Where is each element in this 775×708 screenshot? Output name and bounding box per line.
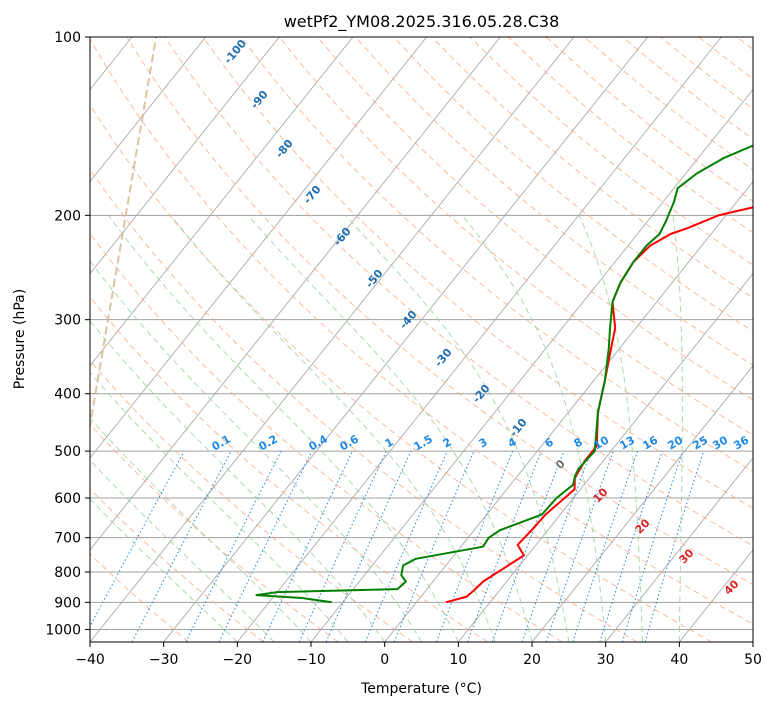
isotherm-line	[90, 37, 427, 459]
plot-frame	[89, 36, 754, 643]
series-layer	[255, 144, 753, 604]
y-tick-label: 500	[54, 444, 81, 460]
mixing-ratio-line	[185, 450, 282, 642]
moist-adiabat	[90, 320, 386, 642]
y-tick-label: 600	[54, 491, 81, 507]
dry-adiabat	[90, 232, 563, 642]
x-tick-label: −30	[149, 652, 179, 668]
isotherm-line	[163, 37, 648, 642]
y-axis: 100 200 300 400 500 600 700 800 900 1000	[45, 30, 90, 638]
mixing-ratio-line	[491, 450, 565, 642]
isotherm-line	[90, 37, 354, 367]
isotherm-line	[384, 180, 753, 642]
x-tick-label: −10	[296, 652, 326, 668]
dry-adiabat	[90, 553, 190, 642]
y-tick-label: 700	[54, 531, 81, 547]
dewpoint-profile-line	[255, 144, 753, 604]
dry-adiabat	[90, 423, 339, 642]
dry-adiabat	[202, 37, 753, 509]
dry-adiabat	[90, 359, 414, 642]
isotherm-line	[90, 37, 280, 275]
dry-adiabat	[393, 37, 753, 332]
dry-adiabat	[355, 37, 753, 366]
mixing-ratio-line	[521, 450, 592, 642]
y-tick-label: 400	[54, 387, 81, 403]
moist-adiabat	[90, 260, 422, 642]
mixing-ratio-line	[599, 450, 663, 642]
y-tick-label: 300	[54, 313, 81, 329]
mixing-ratio-line	[621, 450, 684, 642]
y-tick-label: 200	[54, 208, 81, 224]
moist-adiabat	[461, 214, 607, 642]
x-tick-label: −40	[75, 652, 105, 668]
x-axis-label: Temperature (°C)	[360, 681, 482, 697]
isotherm-line	[458, 273, 753, 642]
dry-adiabat	[90, 104, 712, 642]
saturation-curve	[90, 37, 158, 432]
mixing-ratio-line	[467, 450, 542, 642]
moist-adiabat	[90, 417, 312, 642]
moist-adiabat	[247, 214, 533, 642]
dry-adiabat	[126, 37, 753, 586]
x-tick-label: 40	[670, 652, 688, 668]
mixing-ratio-line	[572, 450, 639, 642]
x-tick-label: 50	[744, 652, 762, 668]
x-axis: −40 −30 −20 −10 0 10 20 30 40 50	[75, 642, 762, 668]
isotherm-line	[531, 365, 753, 642]
isotherm-line	[90, 37, 206, 183]
y-tick-label: 1000	[45, 622, 81, 638]
moist-adiabat	[672, 215, 683, 642]
moist-adiabat	[170, 214, 496, 642]
mixing-ratio-line	[90, 450, 185, 628]
mixing-ratio-line	[644, 450, 705, 642]
y-tick-label: 800	[54, 565, 81, 581]
dry-adiabat	[164, 37, 753, 547]
chart-title: wetPf2_YM08.2025.316.05.28.C38	[284, 12, 560, 32]
dry-adiabat	[90, 168, 638, 642]
x-tick-label: 30	[597, 652, 615, 668]
mixing-ratio-line	[393, 450, 475, 642]
dry-adiabat	[317, 37, 753, 401]
isotherm-line	[237, 37, 722, 642]
x-tick-label: 20	[523, 652, 541, 668]
mixing-ratio-line	[325, 450, 412, 642]
isotherm-line	[605, 457, 753, 642]
y-tick-label: 900	[54, 595, 81, 611]
moist-adiabat	[90, 498, 238, 642]
moist-adiabat	[107, 215, 459, 642]
mixing-ratio-line	[435, 450, 514, 642]
mixing-ratio-line	[364, 450, 448, 642]
x-tick-label: 0	[380, 652, 389, 668]
dry-adiabat	[90, 38, 753, 625]
y-tick-label: 100	[54, 30, 81, 46]
dry-adiabat	[278, 37, 753, 436]
moist-adiabat	[90, 371, 349, 642]
x-tick-label: 10	[449, 652, 467, 668]
y-axis-label: Pressure (hPa)	[12, 289, 28, 389]
mixing-ratio-line	[545, 450, 614, 642]
isotherm-line	[90, 37, 501, 551]
dry-adiabat	[90, 296, 488, 642]
x-tick-label: −20	[223, 652, 253, 668]
moist-adiabat	[344, 214, 570, 642]
moist-adiabat	[578, 215, 643, 642]
background-lines	[90, 37, 753, 642]
